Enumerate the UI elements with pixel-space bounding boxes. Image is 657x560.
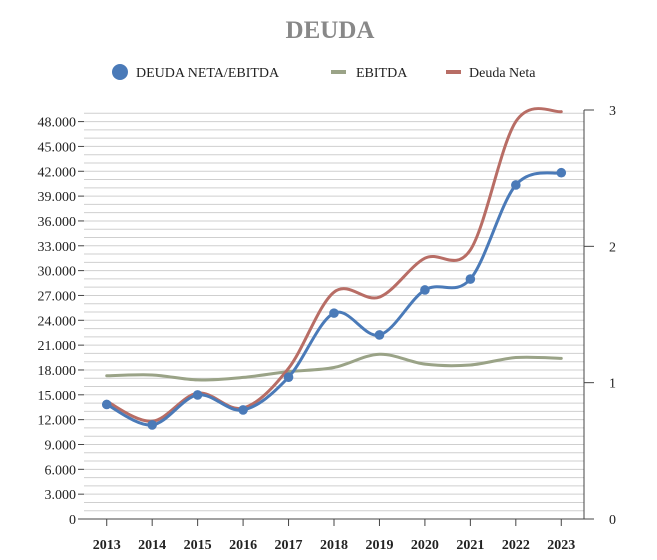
left-tick-label: 45.000 <box>38 140 77 155</box>
legend-label-deuda-neta-ebitda: DEUDA NETA/EBITDA <box>136 66 280 81</box>
legend-marker-deuda-neta-ebitda <box>112 64 128 80</box>
left-tick-label: 18.000 <box>38 364 77 379</box>
left-tick-label: 21.000 <box>38 339 77 354</box>
left-tick-label: 27.000 <box>38 289 77 304</box>
data-point-deuda-neta-ebitda <box>192 390 203 400</box>
left-tick-label: 33.000 <box>38 240 77 255</box>
data-point-deuda-neta-ebitda <box>511 180 521 190</box>
x-tick-label: 2016 <box>229 538 257 553</box>
data-point-deuda-neta-ebitda <box>238 405 248 415</box>
data-point-deuda-neta-ebitda <box>101 399 112 410</box>
left-tick-label: 48.000 <box>38 116 77 131</box>
left-tick-label: 6.000 <box>45 463 77 478</box>
right-tick-label: 2 <box>609 240 616 255</box>
x-tick-label: 2014 <box>138 538 166 553</box>
data-point-deuda-neta-ebitda <box>147 420 157 430</box>
legend: DEUDA NETA/EBITDA EBITDA Deuda Neta <box>112 64 536 81</box>
x-tick-label: 2015 <box>184 538 212 553</box>
left-tick-label: 9.000 <box>45 438 77 453</box>
legend-label-ebitda: EBITDA <box>356 66 408 81</box>
x-tick-label: 2017 <box>275 538 303 553</box>
left-tick-label: 24.000 <box>38 314 77 329</box>
series-line-deuda-neta-ebitda <box>105 171 563 427</box>
x-tick-label: 2023 <box>547 538 575 553</box>
left-tick-label: 15.000 <box>38 389 77 404</box>
left-tick-label: 30.000 <box>38 265 77 280</box>
legend-label-deuda-neta: Deuda Neta <box>469 66 536 81</box>
x-tick-label: 2013 <box>93 538 121 553</box>
left-tick-label: 3.000 <box>45 488 77 503</box>
x-tick-label: 2018 <box>320 538 348 553</box>
data-point-deuda-neta-ebitda <box>329 308 339 318</box>
x-tick-label: 2019 <box>365 538 393 553</box>
left-tick-label: 12.000 <box>38 414 77 429</box>
axes: 0 3.000 6.000 9.000 12.000 15.000 18.000 21.000… <box>38 104 617 553</box>
left-tick-label: 36.000 <box>38 215 77 230</box>
x-tick-label: 2022 <box>502 538 530 553</box>
data-point-deuda-neta-ebitda <box>556 167 567 178</box>
series-line-ebitda <box>105 352 563 382</box>
data-point-deuda-neta-ebitda <box>374 330 385 340</box>
left-tick-label: 39.000 <box>38 190 77 205</box>
right-tick-label: 1 <box>609 377 616 392</box>
chart-title: DEUDA <box>286 17 375 44</box>
data-point-deuda-neta-ebitda <box>283 372 294 383</box>
data-point-deuda-neta-ebitda <box>465 274 476 284</box>
x-tick-label: 2020 <box>411 538 439 553</box>
left-tick-label: 42.000 <box>38 165 77 180</box>
left-tick-label: 0 <box>69 513 76 528</box>
right-tick-label: 0 <box>609 513 616 528</box>
right-tick-label: 3 <box>609 104 616 119</box>
data-point-deuda-neta-ebitda <box>420 285 430 295</box>
series-line-deuda-neta <box>105 107 563 423</box>
series-layer <box>101 107 567 430</box>
x-tick-label: 2021 <box>456 538 484 553</box>
